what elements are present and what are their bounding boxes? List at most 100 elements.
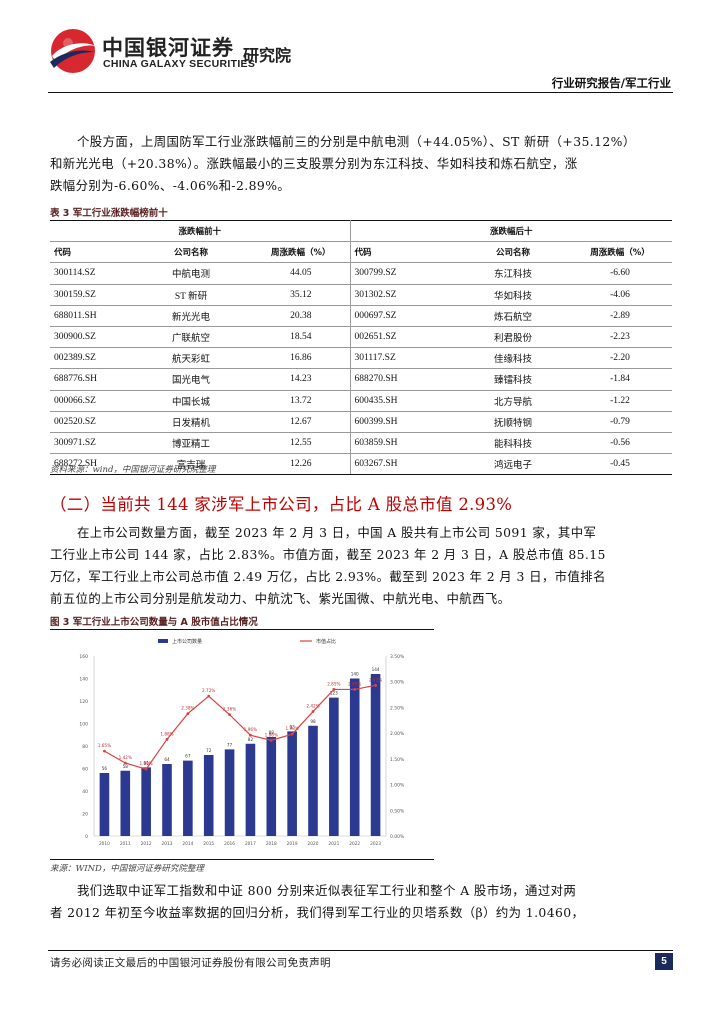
table-row: 300971.SZ 博亚精工 12.55 603859.SH 能科科技 -0.56	[50, 432, 672, 455]
bar	[287, 731, 297, 836]
line-data-label: 1.86%	[265, 732, 278, 737]
chart-frame: 0 20 40 60 80 100 120 140 160 0.00% 0.50% 1.00% 1.50…	[50, 629, 434, 860]
line-point	[249, 733, 252, 737]
header-divider	[48, 92, 673, 93]
table-cell: 600435.SH	[350, 390, 458, 412]
table-cell: 688011.SH	[50, 305, 130, 327]
y-tick-label: 100	[79, 722, 88, 728]
bar-data-label: 61	[143, 760, 149, 765]
logo-text-cn: 中国银河证券	[102, 36, 234, 60]
bar	[370, 674, 381, 836]
y-tick-label: 0	[85, 834, 88, 840]
x-tick-label: 2014	[182, 841, 193, 847]
table-cell: 日发精机	[130, 411, 252, 433]
bar-data-label: 93	[289, 724, 295, 729]
x-tick-label: 2015	[203, 841, 214, 847]
table-cell: 中航电测	[130, 262, 252, 285]
table-cell: 16.86	[252, 347, 351, 370]
line-point	[103, 749, 106, 753]
y2-tick-label: 1.00%	[390, 783, 405, 789]
table-cell: -6.60	[568, 262, 672, 285]
text-line: 和新光光电（+20.38%）。涨跌幅最小的三支股票分别为东江科技、华如科技和炼石…	[50, 156, 578, 171]
table-row: 688272.SH 富吉瑞 12.26 603267.SH 鸿远电子 -0.45	[50, 453, 672, 476]
col-header: 周涨跌幅（%）	[252, 241, 351, 264]
table-cell: -4.06	[568, 284, 672, 306]
line-point	[123, 761, 127, 765]
table-cell: 300159.SZ	[50, 284, 130, 306]
text-line: 跌幅分别为-6.60%、-4.06%和-2.89%。	[50, 178, 291, 193]
x-tick-label: 2012	[141, 841, 152, 847]
y-tick-label: 160	[79, 654, 88, 660]
table-cell: 688272.SH	[50, 453, 130, 476]
bar-data-label: 72	[206, 748, 212, 753]
logo-text-en: CHINA GALAXY SECURITIES	[103, 58, 256, 70]
ranking-table: 涨跌幅前十 涨跌幅后十 代码 公司名称 周涨跌幅（%） 代码 公司名称 周涨跌幅…	[50, 219, 672, 476]
table-row: 002389.SZ 航天彩虹 16.86 301117.SZ 佳缘科技 -2.20	[50, 347, 672, 370]
col-header: 公司名称	[130, 241, 252, 264]
report-type: 行业研究报告/军工行业	[551, 76, 671, 90]
line-point	[165, 737, 169, 741]
table-cell: 000697.SZ	[350, 305, 458, 327]
table-cell: 600399.SH	[350, 411, 458, 433]
table-row: 300900.SZ 广联航空 18.54 002651.SZ 利君股份 -2.23	[50, 326, 672, 349]
legend-swatch-bar	[158, 639, 168, 643]
line-data-label: 2.93%	[369, 677, 382, 682]
table-cell: 北方导航	[458, 390, 568, 412]
y-tick-label: 120	[79, 699, 88, 705]
y2-tick-label: 0.00%	[390, 834, 405, 840]
table-cell: 44.05	[252, 262, 351, 285]
table-cell: 35.12	[252, 284, 351, 306]
line-point	[290, 732, 294, 736]
bar-data-label: 88	[269, 730, 275, 735]
x-tick-label: 2023	[370, 841, 381, 847]
line-point	[332, 688, 336, 691]
table-cell: 中国长城	[130, 390, 252, 412]
text-line: 在上市公司数量方面，截至 2023 年 2 月 3 日，中国 A 股共有上市公司…	[77, 525, 597, 540]
table-cell: 鸿远电子	[458, 453, 568, 476]
table-cell: 603267.SH	[350, 453, 458, 476]
group-top-ten: 涨跌幅前十	[50, 219, 351, 243]
table-cell: 华如科技	[458, 284, 568, 306]
bar-data-label: 123	[330, 691, 338, 696]
bar	[120, 770, 131, 836]
table-group-header: 涨跌幅前十 涨跌幅后十	[50, 219, 672, 243]
bar	[245, 743, 256, 836]
line-point	[207, 694, 211, 698]
bar-data-label: 140	[351, 672, 359, 677]
line-data-label: 2.36%	[223, 707, 236, 712]
series-line-market-cap-share	[104, 684, 376, 770]
figure-source: 来源：WIND，中国银河证券研究院整理	[50, 864, 204, 874]
x-tick-label: 2018	[266, 841, 277, 847]
bar	[308, 725, 318, 836]
table-cell: 301117.SZ	[350, 347, 458, 370]
table-cell: 300971.SZ	[50, 432, 130, 455]
y-tick-label: 40	[82, 789, 88, 795]
y2-tick-label: 0.50%	[390, 808, 405, 814]
bar-data-label: 56	[102, 766, 108, 771]
table-cell: 300114.SZ	[50, 262, 130, 285]
bar-data-label: 64	[164, 757, 170, 762]
table-header-row: 代码 公司名称 周涨跌幅（%） 代码 公司名称 周涨跌幅（%）	[50, 241, 672, 264]
table-cell: 688776.SH	[50, 368, 130, 391]
text-line: 万亿，军工行业上市公司总市值 2.49 万亿，占比 2.93%。截至到 2023…	[50, 569, 606, 584]
bar	[329, 697, 339, 836]
paragraph-stock-summary: 个股方面，上周国防军工行业涨跌幅前三的分别是中航电测（+44.05%）、ST 新…	[50, 131, 672, 197]
table-cell: 新光光电	[130, 305, 252, 327]
table-cell: 臻镭科技	[458, 368, 568, 391]
bar	[349, 678, 360, 836]
bar	[99, 773, 110, 836]
x-tick-label: 2016	[224, 841, 235, 847]
table-cell: 12.55	[252, 432, 351, 455]
legend-label-bar: 上市公司数量	[172, 638, 202, 645]
table-cell: 能科科技	[458, 432, 568, 455]
table-cell: 利君股份	[458, 326, 568, 349]
table-row: 000066.SZ 中国长城 13.72 600435.SH 北方导航 -1.22	[50, 390, 672, 412]
bar-data-label: 67	[185, 754, 191, 759]
line-point	[144, 767, 148, 771]
y-tick-label: 20	[82, 812, 88, 818]
line-point	[228, 713, 231, 717]
bar-data-label: 82	[248, 737, 254, 742]
y2-tick-label: 2.00%	[390, 731, 405, 737]
table-row: 688776.SH 国光电气 14.23 688270.SH 臻镭科技 -1.84	[50, 368, 672, 391]
bar-data-label: 98	[310, 719, 316, 724]
